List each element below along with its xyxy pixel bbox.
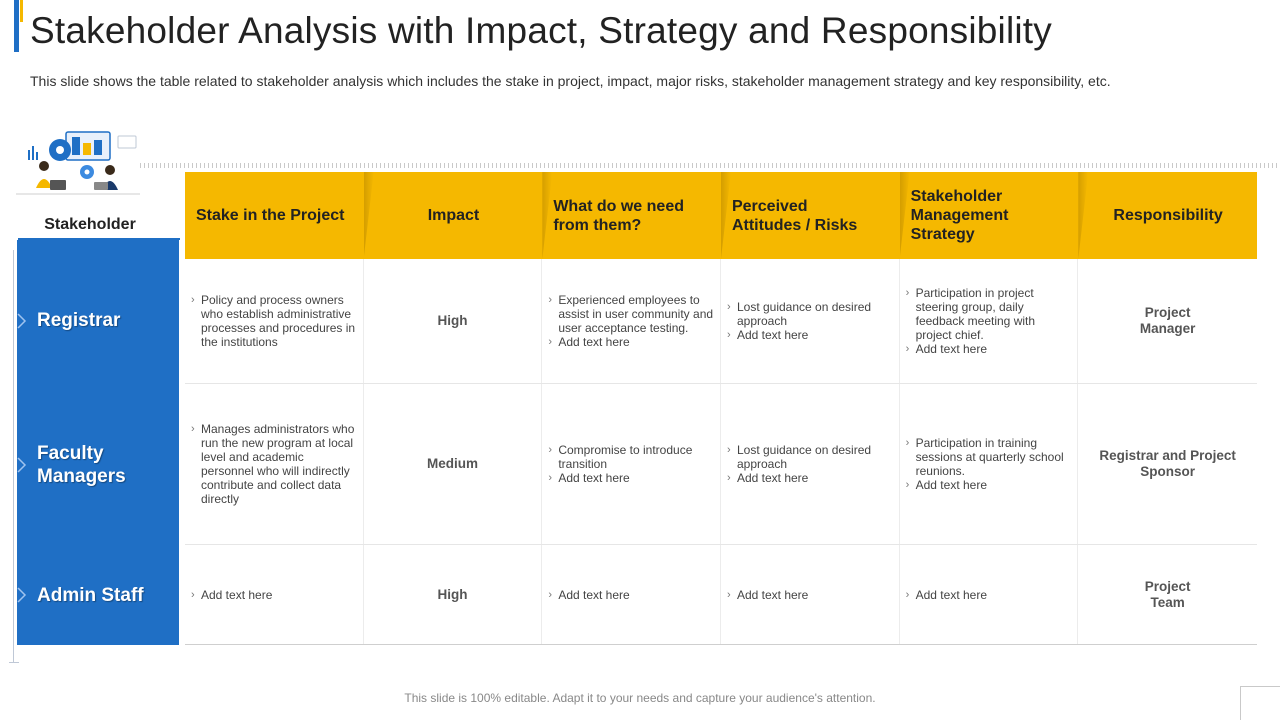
bullet-chevron-icon: › — [726, 472, 731, 484]
cell-impact: High — [364, 545, 543, 644]
chevron-right-icon — [17, 313, 27, 329]
left-vertical-rule — [13, 250, 14, 662]
header-responsibility: Responsibility — [1078, 172, 1257, 259]
bullet-chevron-icon: › — [726, 301, 731, 313]
header-perceived-attitudes: Perceived Attitudes / Risks — [720, 172, 900, 259]
left-rule-tick — [9, 662, 19, 663]
chevron-right-icon — [17, 457, 27, 473]
slide-footer: This slide is 100% editable. Adapt it to… — [404, 691, 876, 705]
header-what-we-need: What do we need from them? — [542, 172, 721, 259]
bullet-chevron-icon: › — [548, 444, 552, 456]
stakeholder-admin-staff: Admin Staff — [37, 585, 144, 606]
bullet-chevron-icon: › — [905, 479, 910, 491]
corner-mark — [1240, 686, 1280, 687]
table-row: › Policy and process owners who establish… — [185, 259, 1257, 384]
bullet-chevron-icon: › — [191, 588, 195, 601]
cell-stake: › Add text here — [185, 545, 364, 644]
cell-impact: High — [364, 259, 543, 383]
stakeholder-panel — [17, 240, 179, 645]
bullet-chevron-icon: › — [726, 444, 731, 456]
stakeholder-header-underline — [18, 238, 180, 240]
stakeholder-column-header: Stakeholder — [44, 216, 136, 233]
cell-risks: › Lost guidance on desired approach › Add … — [721, 259, 900, 383]
header-impact: Impact — [363, 172, 543, 259]
cell-strategy: › Participation in training sessions at q… — [900, 384, 1079, 544]
stakeholder-registrar: Registrar — [37, 310, 121, 331]
header-stake-in-project: Stake in the Project — [185, 172, 364, 259]
bullet-chevron-icon: › — [905, 588, 910, 601]
header-management-strategy: Stakeholder Management Strategy — [899, 172, 1079, 259]
bullet-chevron-icon: › — [726, 329, 731, 341]
bullet-chevron-icon: › — [191, 294, 195, 306]
cell-risks: › Add text here — [721, 545, 900, 644]
bullet-chevron-icon: › — [905, 437, 910, 449]
bullet-chevron-icon: › — [548, 472, 552, 484]
bullet-chevron-icon: › — [548, 294, 552, 306]
table-row: › Add text here High › Add text here › Add … — [185, 545, 1257, 645]
table-header-row: Stake in the Project Impact What do we n… — [185, 172, 1257, 259]
bullet-chevron-icon: › — [726, 588, 731, 601]
bullet-chevron-icon: › — [548, 336, 552, 348]
cell-need: › Experienced employees to assist in user… — [542, 259, 721, 383]
stakeholder-faculty-managers: Faculty Managers — [37, 443, 126, 487]
cell-stake: › Manages administrators who run the new … — [185, 384, 364, 544]
bullet-chevron-icon: › — [548, 588, 552, 601]
slide-title: Stakeholder Analysis with Impact, Strate… — [30, 10, 1052, 51]
title-accent-bar — [14, 0, 19, 52]
chevron-right-icon — [17, 587, 27, 603]
team-analytics-illustration-icon — [16, 131, 140, 195]
title-accent-bar-secondary — [20, 0, 23, 22]
corner-mark — [1240, 686, 1241, 720]
stakeholder-table: Stake in the Project Impact What do we n… — [185, 172, 1257, 645]
bullet-chevron-icon: › — [905, 287, 910, 299]
dotted-divider — [140, 163, 1280, 168]
cell-impact: Medium — [364, 384, 543, 544]
slide-subtitle: This slide shows the table related to st… — [30, 73, 1111, 89]
cell-stake: › Policy and process owners who establish… — [185, 259, 364, 383]
cell-strategy: › Add text here — [900, 545, 1079, 644]
cell-need: › Add text here — [542, 545, 721, 644]
bullet-chevron-icon: › — [191, 423, 195, 435]
cell-responsibility: Project Team — [1144, 578, 1191, 610]
bullet-chevron-icon: › — [905, 343, 910, 355]
table-row: › Manages administrators who run the new … — [185, 384, 1257, 545]
cell-need: › Compromise to introduce transition › Add… — [542, 384, 721, 544]
cell-responsibility: Registrar and Project Sponsor — [1099, 448, 1236, 479]
cell-risks: › Lost guidance on desired approach › Add … — [721, 384, 900, 544]
cell-strategy: › Participation in project steering group… — [900, 259, 1079, 383]
cell-responsibility: Project Manager — [1139, 305, 1196, 336]
